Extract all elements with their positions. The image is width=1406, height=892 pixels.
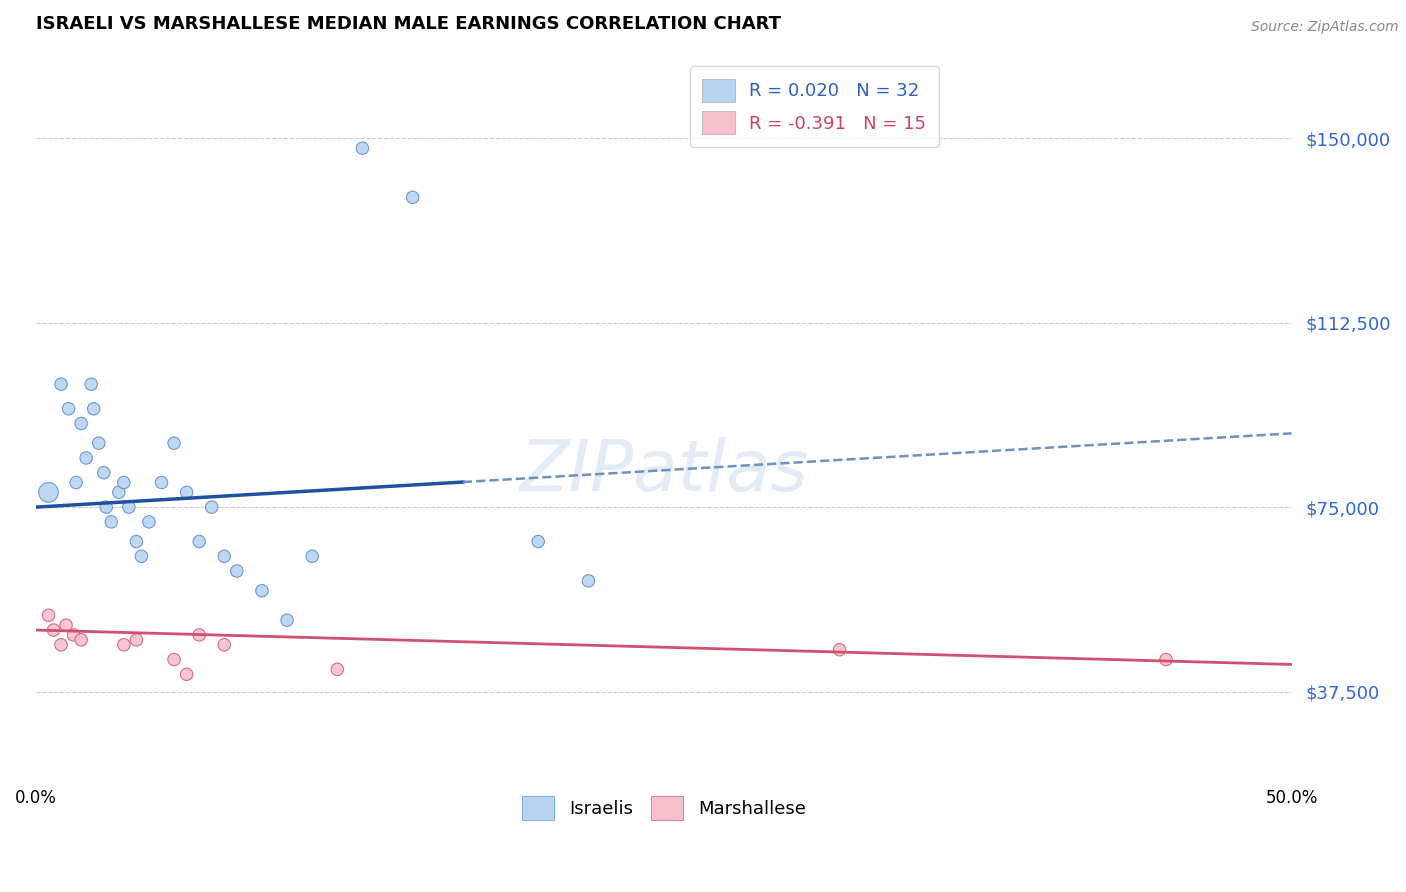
Point [65,475,87,490]
Point [401,190,423,204]
Point [83,401,105,416]
Point [125,534,148,549]
Point [578,574,600,588]
Point [214,549,236,564]
Point [214,638,236,652]
Point [138,515,160,529]
Point [93,466,115,480]
Legend: Israelis, Marshallese: Israelis, Marshallese [515,789,813,827]
Point [176,667,198,681]
Point [37,485,59,500]
Point [188,534,211,549]
Point [112,638,135,652]
Point [163,652,186,666]
Point [42,623,65,637]
Text: ISRAELI VS MARSHALLESE MEDIAN MALE EARNINGS CORRELATION CHART: ISRAELI VS MARSHALLESE MEDIAN MALE EARNI… [37,15,780,33]
Point [125,632,148,647]
Point [55,618,77,632]
Point [62,628,84,642]
Point [352,141,374,155]
Point [188,628,211,642]
Point [301,549,323,564]
Point [87,436,110,450]
Point [70,632,93,647]
Point [75,450,97,465]
Point [176,485,198,500]
Point [118,500,141,515]
Point [326,662,349,676]
Point [80,377,103,392]
Point [250,583,273,598]
Text: Source: ZipAtlas.com: Source: ZipAtlas.com [1251,20,1399,34]
Point [201,500,224,515]
Point [58,401,80,416]
Text: ZIPatlas: ZIPatlas [519,437,808,507]
Point [225,564,247,578]
Point [96,500,118,515]
Point [100,515,122,529]
Point [527,534,550,549]
Point [70,417,93,431]
Point [112,475,135,490]
Point [163,436,186,450]
Point [1154,652,1177,666]
Point [108,485,131,500]
Point [49,377,72,392]
Point [37,608,59,623]
Point [276,613,298,627]
Point [49,638,72,652]
Point [828,642,851,657]
Point [131,549,153,564]
Point [150,475,173,490]
